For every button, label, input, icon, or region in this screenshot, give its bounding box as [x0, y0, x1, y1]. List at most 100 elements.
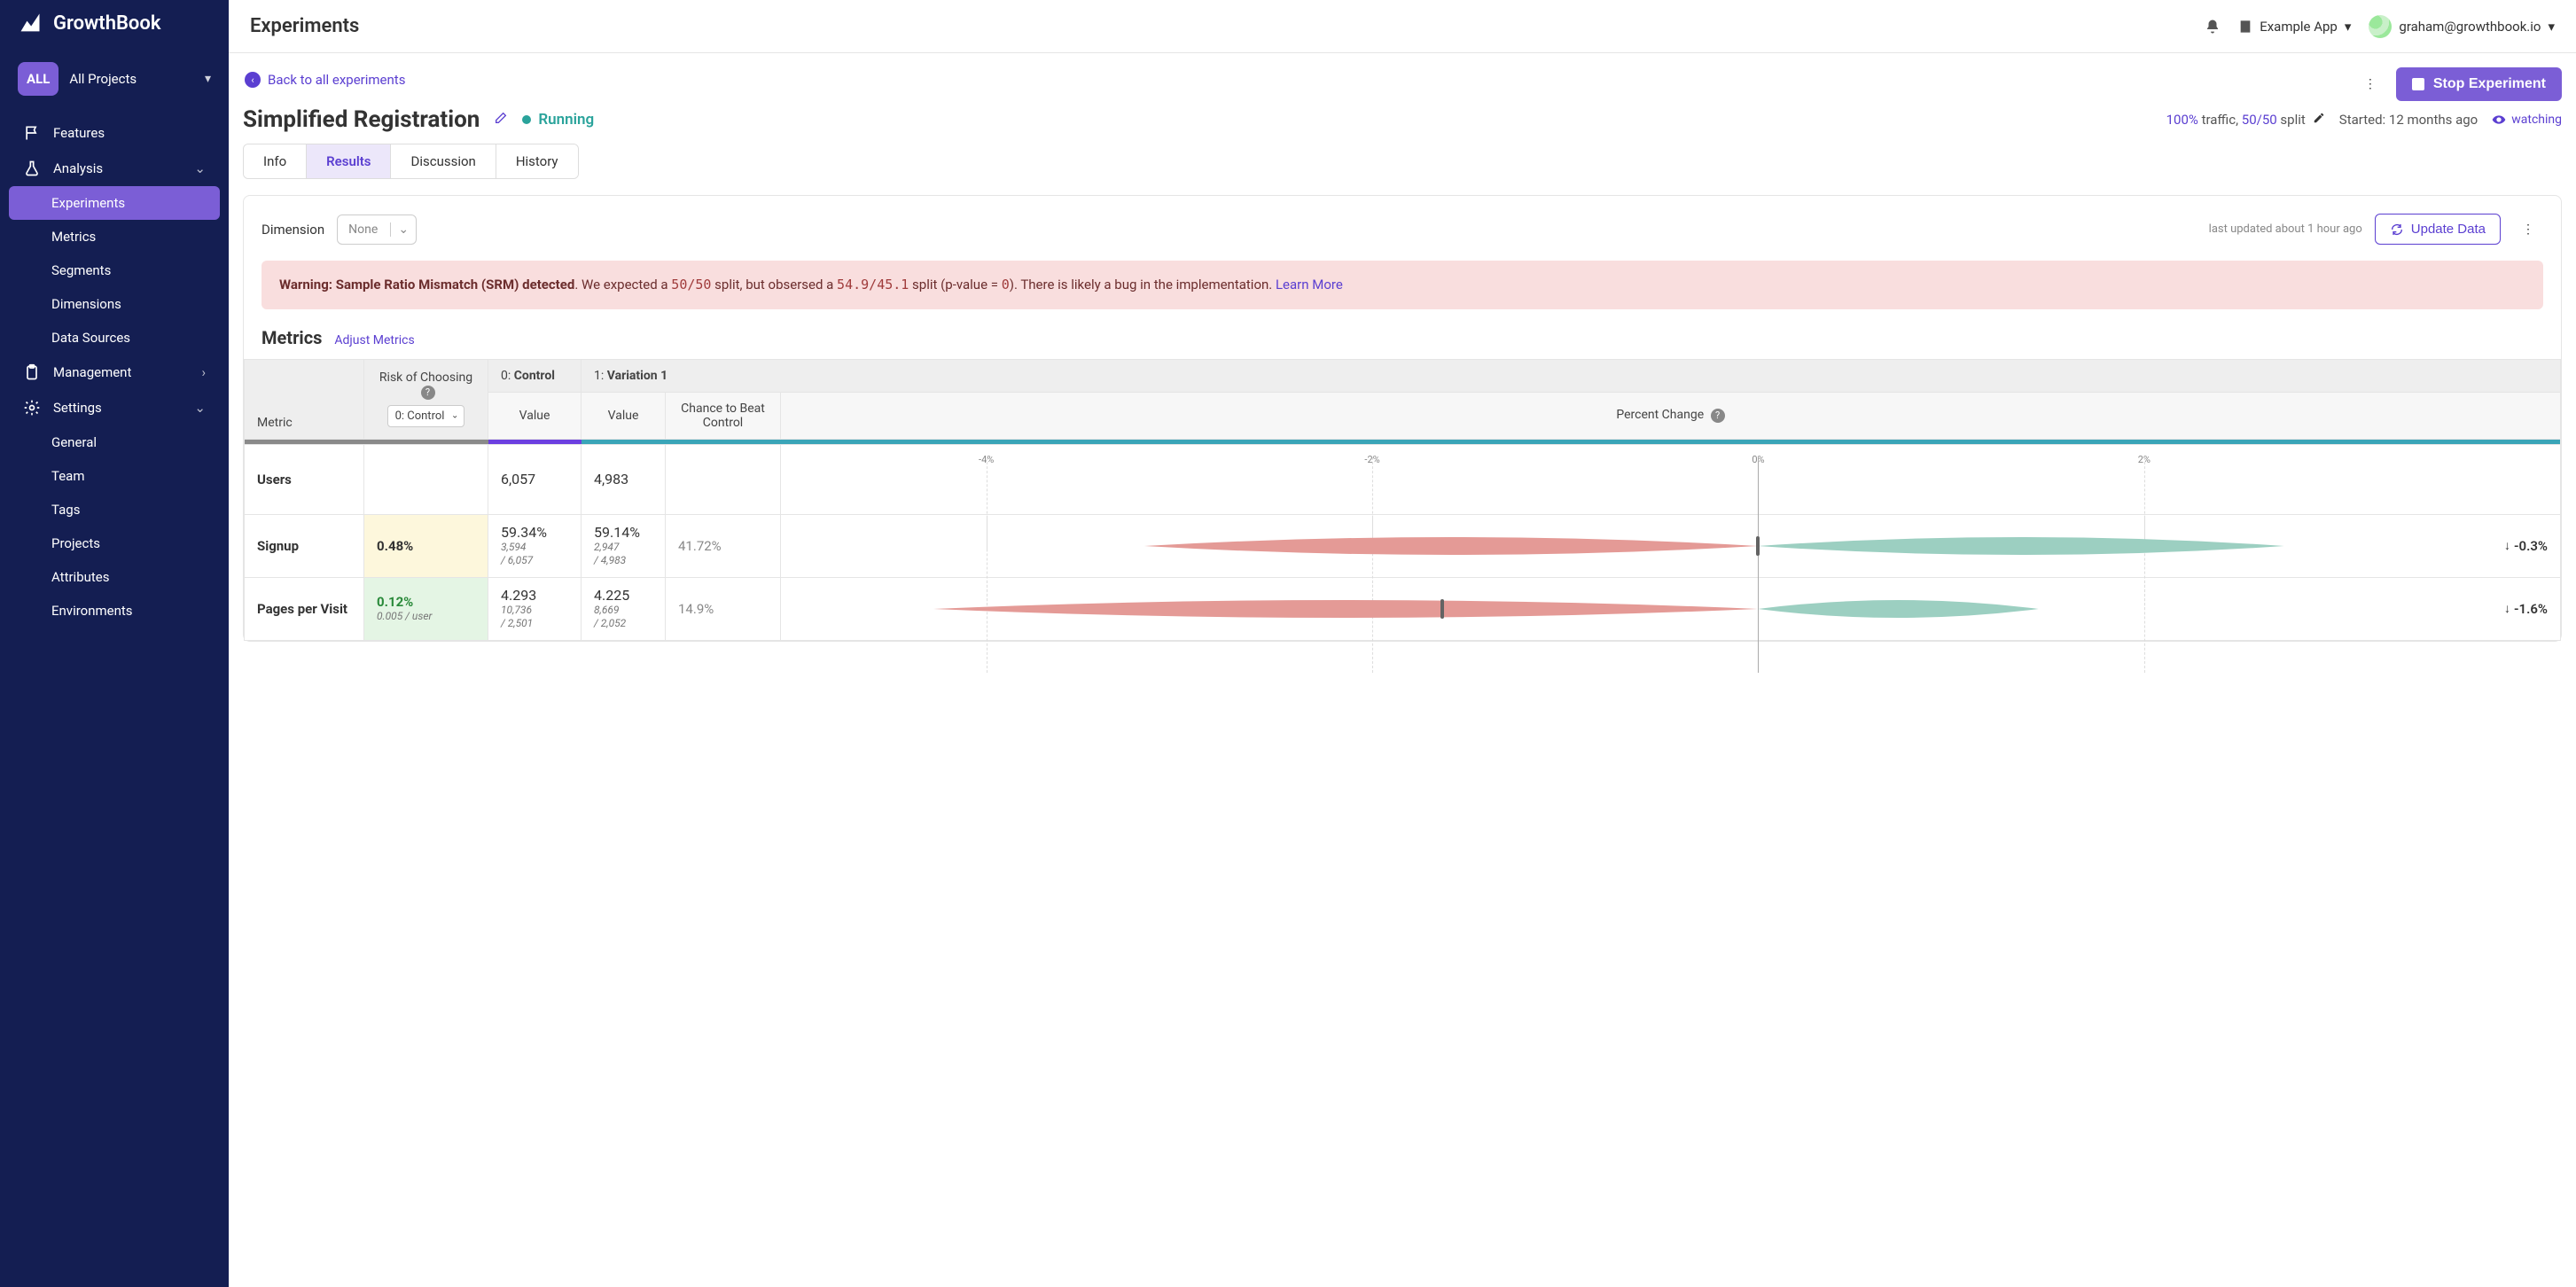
pct-cell: ↓-1.6%: [781, 577, 2561, 640]
tabs: InfoResultsDiscussionHistory: [243, 144, 579, 179]
edit-icon[interactable]: [494, 111, 508, 129]
last-updated: last updated about 1 hour ago: [2209, 222, 2362, 236]
metric-name: Pages per Visit: [245, 577, 364, 640]
sidebar-item-settings[interactable]: Settings⌄: [9, 390, 220, 425]
back-link[interactable]: ‹ Back to all experiments: [245, 72, 405, 88]
chevron-down-icon: ⌄: [194, 160, 206, 176]
update-label: Update Data: [2411, 222, 2486, 237]
pct-value: ↓-0.3%: [2504, 538, 2548, 554]
control-value: 59.34%3,594/ 6,057: [488, 514, 582, 577]
sidebar-item-label: Environments: [51, 603, 133, 619]
page-crumb: Experiments: [250, 15, 359, 37]
sidebar-item-features[interactable]: Features: [9, 115, 220, 151]
sidebar-item-data-sources[interactable]: Data Sources: [9, 321, 220, 355]
metric-name: Users: [245, 444, 364, 514]
content: ‹ Back to all experiments ⋮ Stop Experim…: [229, 53, 2576, 1287]
update-data-button[interactable]: Update Data: [2375, 214, 2501, 245]
chevron-down-icon: ⌄: [194, 400, 206, 416]
logo-icon: [18, 11, 43, 35]
panel-more-menu[interactable]: ⋮: [2513, 217, 2543, 242]
adjust-metrics-link[interactable]: Adjust Metrics: [334, 333, 414, 347]
sidebar-item-label: Management: [53, 364, 131, 380]
sidebar-item-segments[interactable]: Segments: [9, 254, 220, 287]
pct-cell: -4%-2%0%2%: [781, 444, 2561, 514]
edit-split-icon[interactable]: [2313, 112, 2325, 128]
user-email: graham@growthbook.io: [2399, 19, 2541, 35]
more-menu[interactable]: ⋮: [2355, 72, 2385, 97]
sidebar-item-dimensions[interactable]: Dimensions: [9, 287, 220, 321]
sidebar-item-label: Analysis: [53, 160, 103, 176]
project-badge: ALL: [18, 62, 59, 96]
help-icon[interactable]: ?: [1711, 409, 1725, 423]
gear-icon: [23, 399, 41, 417]
sidebar-item-general[interactable]: General: [9, 425, 220, 459]
started-meta: Started: 12 months ago: [2339, 112, 2478, 128]
eye-icon: [2492, 113, 2506, 127]
sidebar-item-label: Tags: [51, 502, 80, 518]
chevron-down-icon: ⌄: [390, 222, 409, 237]
avatar: [2369, 15, 2392, 38]
status-dot-icon: [522, 115, 531, 124]
tab-results[interactable]: Results: [307, 144, 391, 178]
logo[interactable]: GrowthBook: [0, 0, 229, 46]
chevron-down-icon: ▾: [205, 72, 211, 86]
sidebar-item-experiments[interactable]: Experiments: [9, 186, 220, 220]
status-badge: Running: [522, 111, 594, 129]
flask-icon: [23, 160, 41, 177]
learn-more-link[interactable]: Learn More: [1276, 277, 1343, 292]
sidebar-item-label: Experiments: [51, 195, 125, 211]
sidebar-item-projects[interactable]: Projects: [9, 526, 220, 560]
variation-value: 4,983: [582, 444, 666, 514]
user-menu[interactable]: graham@growthbook.io ▾: [2369, 15, 2555, 38]
refresh-icon: [2390, 222, 2404, 237]
sidebar-item-management[interactable]: Management ›: [9, 355, 220, 390]
sidebar-item-environments[interactable]: Environments: [9, 594, 220, 628]
app-switcher[interactable]: Example App ▾: [2238, 19, 2351, 35]
chance-cell: 41.72%: [666, 514, 781, 577]
back-label: Back to all experiments: [268, 72, 405, 88]
sidebar-item-label: Dimensions: [51, 296, 121, 312]
sidebar-item-label: Team: [51, 468, 85, 484]
dimension-select[interactable]: None ⌄: [337, 214, 417, 245]
dimension-value: None: [348, 222, 378, 237]
table-row: Users6,0574,983-4%-2%0%2%: [245, 444, 2561, 514]
table-row: Pages per Visit0.12%0.005 / user4.29310,…: [245, 577, 2561, 640]
table-row: Signup0.48%59.34%3,594/ 6,05759.14%2,947…: [245, 514, 2561, 577]
sidebar-item-attributes[interactable]: Attributes: [9, 560, 220, 594]
risk-select[interactable]: 0: Control⌄: [387, 405, 465, 427]
sidebar-item-team[interactable]: Team: [9, 459, 220, 493]
chevron-right-icon: ›: [201, 364, 206, 380]
main: Experiments Example App ▾ graham@growthb…: [229, 0, 2576, 1287]
watching-toggle[interactable]: watching: [2492, 113, 2562, 127]
stop-experiment-button[interactable]: Stop Experiment: [2396, 67, 2562, 101]
sidebar-item-tags[interactable]: Tags: [9, 493, 220, 526]
tab-history[interactable]: History: [496, 144, 578, 178]
traffic-meta: 100% traffic, 50/50 split: [2166, 112, 2325, 128]
metric-name: Signup: [245, 514, 364, 577]
tab-discussion[interactable]: Discussion: [391, 144, 496, 178]
nav: Features Analysis ⌄ Experiments Metrics Segme…: [0, 115, 229, 628]
col-control-group: 0: Control: [488, 359, 582, 392]
help-icon[interactable]: ?: [421, 386, 435, 400]
project-selector[interactable]: ALL All Projects ▾: [0, 53, 229, 105]
sidebar-item-metrics[interactable]: Metrics: [9, 220, 220, 254]
col-variation-group: 1: Variation 1: [582, 359, 2561, 392]
col-pct: Percent Change ?: [781, 392, 2561, 439]
tab-info[interactable]: Info: [244, 144, 307, 178]
col-metric: Metric: [245, 359, 364, 439]
metrics-table: Metric Risk of Choosing ? 0: Control⌄ 0:…: [244, 359, 2561, 641]
sidebar-item-label: Features: [53, 125, 105, 141]
chevron-left-icon: ‹: [245, 72, 261, 88]
results-panel: Dimension None ⌄ last updated about 1 ho…: [243, 195, 2562, 642]
sidebar-item-analysis[interactable]: Analysis ⌄: [9, 151, 220, 186]
notifications-icon[interactable]: [2205, 19, 2221, 35]
risk-cell: 0.48%: [364, 514, 488, 577]
chance-cell: [666, 444, 781, 514]
chance-cell: 14.9%: [666, 577, 781, 640]
variation-value: 4.2258,669/ 2,052: [582, 577, 666, 640]
page-title: Simplified Registration: [243, 106, 480, 133]
title-row: Simplified Registration Running 100% tra…: [243, 106, 2562, 133]
chevron-down-icon: ▾: [2345, 19, 2352, 35]
sidebar-item-label: Segments: [51, 262, 111, 278]
control-value: 4.29310,736/ 2,501: [488, 577, 582, 640]
